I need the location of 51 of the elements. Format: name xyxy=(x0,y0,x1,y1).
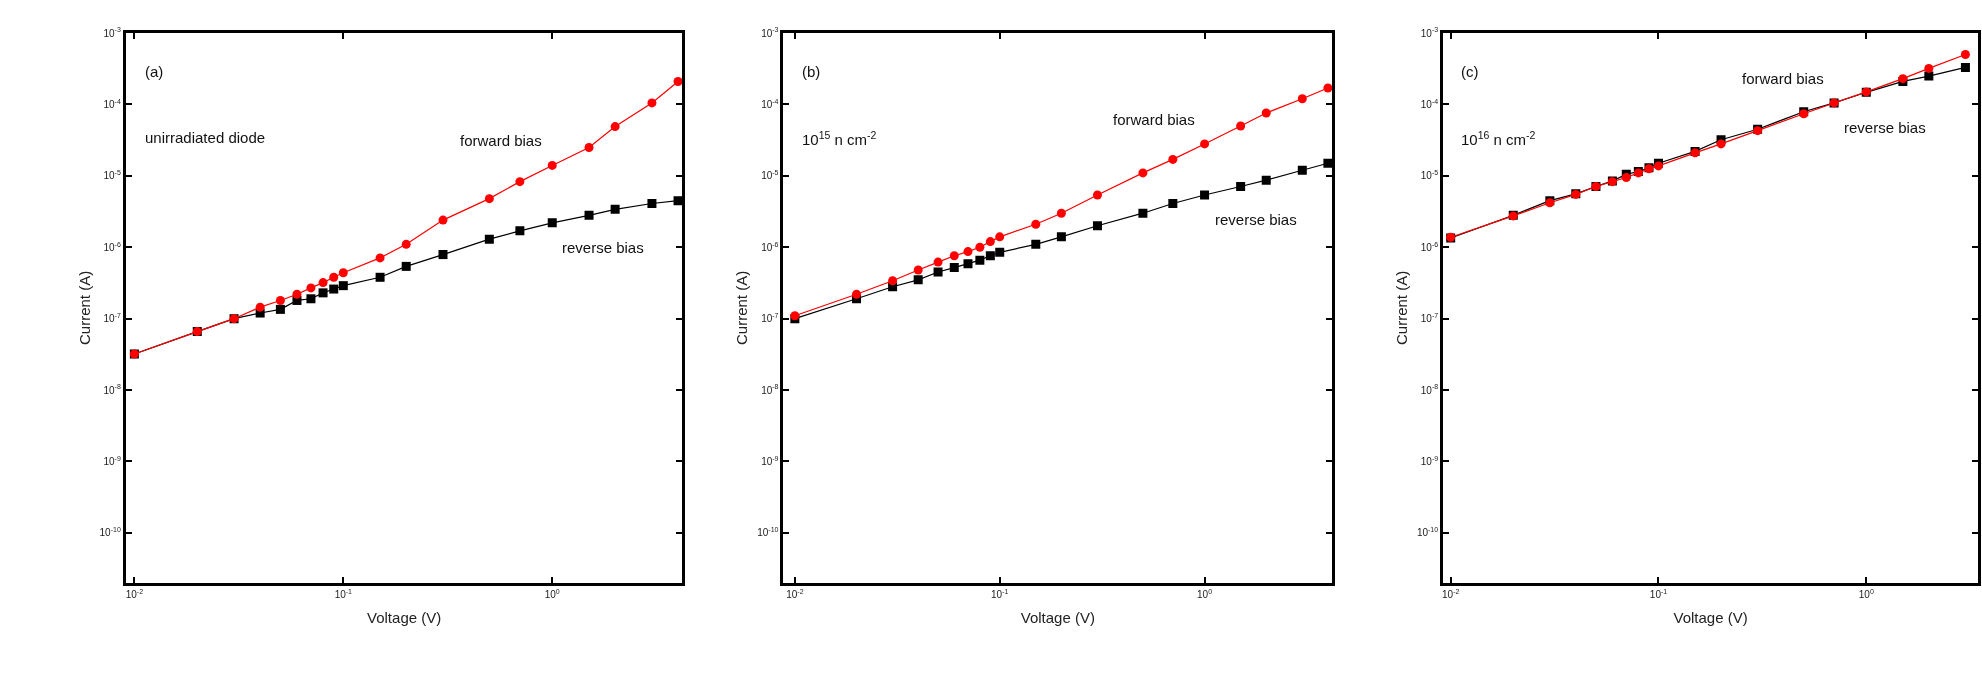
y-tick-label: 10$^{-9}$ xyxy=(103,454,121,467)
x-tick-label: 10$^{0}$ xyxy=(1858,587,1874,600)
x-tick-label: 10$^{0}$ xyxy=(1197,587,1213,600)
x-tick-label: 10$^{-1}$ xyxy=(334,587,353,600)
y-tick-label: 10$^{-6}$ xyxy=(1420,240,1439,253)
y-tick-label: 10$^{-6}$ xyxy=(103,240,121,253)
y-tick-label: 10$^{-6}$ xyxy=(761,240,779,253)
series-label: forward bias xyxy=(1113,111,1195,128)
x-tick-label: 10$^{-1}$ xyxy=(991,587,1009,600)
y-tick-label: 10$^{-10}$ xyxy=(757,526,779,539)
y-axis-title: Current (A) xyxy=(733,270,751,346)
y-tick-label: 10$^{-5}$ xyxy=(761,169,779,182)
y-tick-label: 10$^{-5}$ xyxy=(1420,169,1439,182)
series-label: forward bias xyxy=(1742,70,1824,87)
y-tick-label: 10$^{-10}$ xyxy=(1416,526,1439,539)
legend-label: reverse bias xyxy=(562,239,644,256)
annotation: (a) xyxy=(145,63,164,80)
y-tick-label: 10$^{-3}$ xyxy=(1420,26,1439,39)
x-tick-label: 10$^{-1}$ xyxy=(1649,587,1668,600)
y-tick-label: 10$^{-8}$ xyxy=(761,383,779,396)
y-tick-label: 10$^{-4}$ xyxy=(1420,97,1439,110)
series-label: reverse bias xyxy=(1215,211,1297,228)
y-tick-label: 10$^{-3}$ xyxy=(761,26,779,39)
y-tick-label: 10$^{-4}$ xyxy=(103,97,121,110)
series-label: reverse bias xyxy=(1844,119,1926,136)
y-tick-label: 10$^{-5}$ xyxy=(103,169,121,182)
x-tick-label: 10$^{-2}$ xyxy=(786,587,804,600)
y-tick-label: 10$^{-7}$ xyxy=(103,311,121,325)
y-tick-label: 10$^{-9}$ xyxy=(1420,454,1439,467)
y-tick-label: 10$^{-7}$ xyxy=(761,311,779,325)
y-tick-label: 10$^{-4}$ xyxy=(761,97,779,110)
y-tick-label: 10$^{-8}$ xyxy=(1420,383,1439,396)
x-tick-label: 10$^{0}$ xyxy=(544,587,560,600)
y-axis-title: Current (A) xyxy=(1393,270,1411,346)
x-tick-label: 10$^{-2}$ xyxy=(1442,587,1460,600)
y-tick-label: 10$^{-3}$ xyxy=(103,26,121,39)
annotation: 10$^{15}$ n cm$^{-2}$ xyxy=(802,129,877,149)
annotation: 10$^{16}$ n cm$^{-2}$ xyxy=(1461,129,1536,149)
x-axis-title: Voltage (V) xyxy=(1673,608,1748,626)
series-label: forward bias xyxy=(460,132,542,149)
annotation: unirradiated diode xyxy=(145,129,266,146)
annotation: (b) xyxy=(802,63,821,80)
y-tick-label: 10$^{-9}$ xyxy=(761,454,779,467)
x-axis-title: Voltage (V) xyxy=(367,608,442,626)
x-tick-label: 10$^{-2}$ xyxy=(125,587,144,600)
y-tick-label: 10$^{-10}$ xyxy=(99,526,121,539)
y-axis-title: Current (A) xyxy=(75,270,93,346)
y-tick-label: 10$^{-7}$ xyxy=(1420,311,1439,325)
x-axis-title: Voltage (V) xyxy=(1020,608,1095,626)
annotation: (c) xyxy=(1461,63,1479,80)
y-tick-label: 10$^{-8}$ xyxy=(103,383,121,396)
